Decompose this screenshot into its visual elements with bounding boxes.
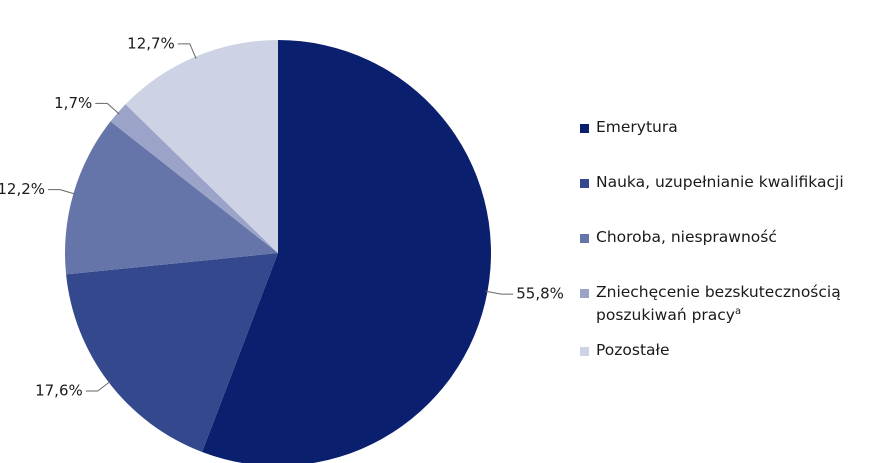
leader-line xyxy=(485,290,514,295)
legend-swatch xyxy=(580,347,589,357)
legend-swatch xyxy=(580,289,589,298)
pie-slice xyxy=(110,104,278,253)
leader-line xyxy=(177,43,197,59)
legend-label: Emerytura xyxy=(596,118,678,136)
pie-slice xyxy=(125,40,279,253)
legend-swatch xyxy=(580,234,589,243)
legend-item: Zniechęcenie bezskutecznością poszukiwań… xyxy=(580,283,875,325)
legend: Emerytura Nauka, uzupełnianie kwalifikacj… xyxy=(580,118,875,396)
leader-line xyxy=(48,189,76,195)
pie-slice xyxy=(65,121,278,275)
data-label: 1,7% xyxy=(54,94,92,112)
pie-slice xyxy=(66,253,278,453)
legend-item: Nauka, uzupełnianie kwalifikacji xyxy=(580,173,875,192)
legend-label: Choroba, niesprawność xyxy=(596,228,777,246)
legend-swatch xyxy=(580,179,589,188)
legend-swatch xyxy=(580,124,589,133)
leader-line xyxy=(85,380,111,392)
data-label: 12,7% xyxy=(127,34,175,52)
legend-item: Pozostałe xyxy=(580,341,875,360)
legend-label: Zniechęcenie bezskutecznością poszukiwań… xyxy=(596,283,841,325)
data-label: 55,8% xyxy=(516,285,564,303)
data-label: 17,6% xyxy=(35,382,83,400)
legend-item: Choroba, niesprawność xyxy=(580,228,875,247)
leader-line xyxy=(95,102,120,115)
legend-label: Nauka, uzupełnianie kwalifikacji xyxy=(596,173,844,191)
pie-slice xyxy=(202,40,491,463)
legend-label: Pozostałe xyxy=(596,341,670,360)
data-label: 12,2% xyxy=(0,180,45,198)
legend-item: Emerytura xyxy=(580,118,875,137)
footnote-mark: a xyxy=(734,306,742,317)
